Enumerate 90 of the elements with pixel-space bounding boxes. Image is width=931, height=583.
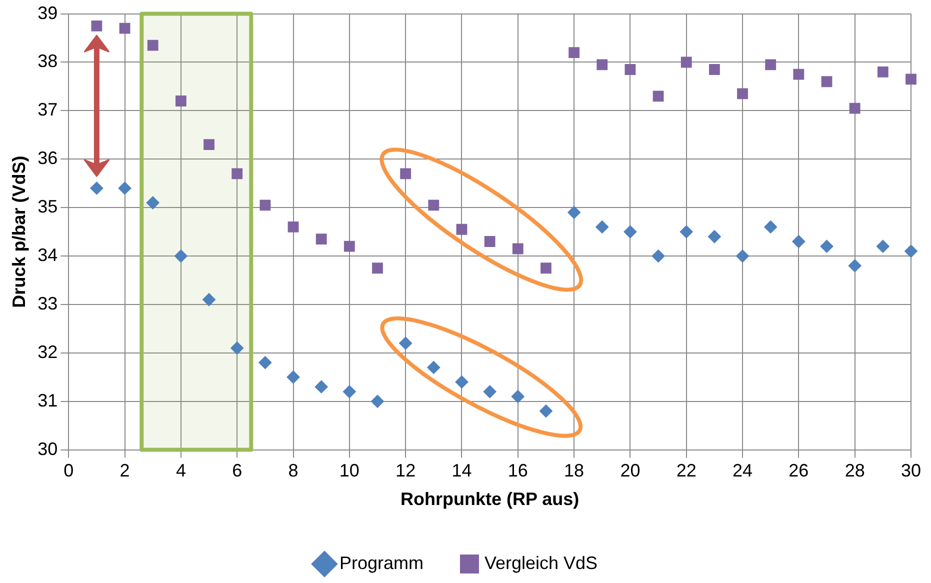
point [90,182,104,195]
x-tick-label: 28 [844,460,865,481]
point [232,168,243,180]
point [793,68,804,80]
point [792,234,806,248]
y-tick-label: 36 [38,148,58,168]
x-tick-label: 2 [120,460,130,481]
x-tick-label: 26 [788,460,809,481]
point [316,234,327,245]
point [737,88,748,100]
y-tick-label: 37 [38,100,58,120]
y-tick-label: 32 [38,342,58,362]
point [736,250,750,263]
point [484,236,496,247]
x-tick-label: 20 [620,460,640,481]
point [427,360,440,374]
point [624,225,637,238]
point [146,196,160,210]
point [428,200,440,211]
x-tick-label: 6 [232,460,242,481]
point [849,102,860,114]
point [344,240,355,252]
x-tick-label: 12 [396,460,416,481]
point [652,90,664,102]
point [455,375,468,388]
x-tick-label: 0 [64,460,74,481]
legend-label: Vergleich VdS [484,552,598,573]
point [119,22,130,34]
y-tick-label: 34 [38,244,58,265]
point [456,224,468,235]
point [118,182,132,195]
y-tick-label: 31 [38,390,58,410]
point [848,259,862,272]
point [258,356,272,370]
x-tick-label: 18 [564,460,584,481]
point [904,244,918,258]
point [314,380,328,394]
point [906,74,916,85]
x-tick-label: 16 [508,460,528,481]
point [540,262,552,274]
point [372,262,383,274]
x-tick-label: 4 [176,460,186,481]
point [876,240,890,253]
point [877,66,888,78]
y-axis-title: Druck p/bar (VdS) [8,156,29,308]
point [175,96,186,106]
point [174,250,188,263]
y-tick-label: 39 [38,2,58,23]
x-tick-label: 10 [339,460,360,481]
x-tick-label: 8 [288,460,298,481]
point [708,230,721,244]
point [680,225,693,238]
legend-label: Programm [339,552,424,573]
point [596,220,609,234]
point [820,240,834,253]
point [342,385,356,398]
point [680,56,692,68]
point [370,394,384,408]
x-tick-label: 22 [676,460,696,481]
y-tick-label: 30 [38,438,58,459]
y-tick-label: 33 [38,293,58,314]
point [202,293,216,306]
point [399,336,412,350]
point [260,200,271,211]
x-tick-label: 14 [452,460,472,481]
point [91,20,102,32]
point [708,64,720,75]
y-tick-label: 35 [38,196,58,217]
point [764,220,778,234]
point [568,47,580,58]
point [230,342,244,355]
point [765,59,776,70]
point [204,139,214,150]
point [652,250,665,263]
x-tick-label: 24 [732,460,753,481]
x-axis-title: Rohrpunkte (RP aus) [400,489,580,510]
point [512,243,524,254]
point [288,222,299,232]
point [483,385,496,398]
point [624,64,636,75]
point [568,206,581,219]
point [821,76,832,88]
point [539,404,552,418]
y-tick-label: 38 [38,51,58,72]
x-tick-label: 30 [900,460,922,481]
point [511,390,524,404]
point [147,40,158,51]
point [400,168,412,180]
point [286,370,300,384]
point [596,59,608,70]
